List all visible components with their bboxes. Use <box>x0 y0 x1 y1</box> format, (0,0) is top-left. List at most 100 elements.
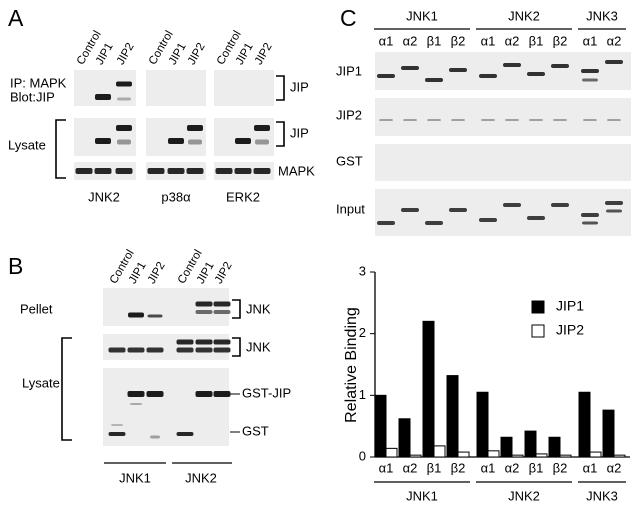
right-label: JIP <box>290 79 309 94</box>
band <box>150 435 160 439</box>
band <box>195 301 213 307</box>
band <box>481 119 495 121</box>
bar <box>559 454 572 458</box>
right-label: GST-JIP <box>242 385 291 400</box>
bar <box>446 375 459 458</box>
bracket <box>61 337 72 441</box>
bar <box>535 453 548 458</box>
right-label: GST <box>242 423 269 438</box>
band <box>146 347 164 353</box>
band <box>116 81 132 87</box>
band <box>176 339 194 345</box>
row-label: Blot:JIP <box>10 89 55 104</box>
band <box>449 208 467 212</box>
band <box>111 424 123 426</box>
bracket <box>232 299 241 319</box>
band <box>128 312 144 318</box>
legend-swatch <box>531 324 545 338</box>
lane-label: JIP2 <box>146 260 168 286</box>
panel-letter: B <box>8 253 23 279</box>
band <box>195 310 213 314</box>
band <box>176 347 194 353</box>
band <box>235 138 251 144</box>
band <box>115 168 133 174</box>
x-tick-label: α2 <box>505 460 520 475</box>
band <box>403 119 417 121</box>
row-label: Lysate <box>8 137 46 152</box>
band <box>254 125 270 131</box>
column-label: β2 <box>451 33 466 48</box>
band <box>213 310 231 314</box>
blot <box>375 144 631 181</box>
band <box>425 78 443 82</box>
band <box>188 139 202 145</box>
row-label: JIP2 <box>336 107 362 122</box>
bar <box>511 454 524 458</box>
bar <box>602 409 615 458</box>
column-label: α1 <box>583 33 598 48</box>
band <box>146 391 164 397</box>
y-tick-label: 1 <box>359 387 366 402</box>
band <box>425 221 443 225</box>
group-label: JNK1 <box>406 8 438 23</box>
kinase-label: ERK2 <box>226 189 260 204</box>
x-tick-label: α1 <box>583 460 598 475</box>
blot <box>146 70 206 106</box>
band <box>213 391 231 397</box>
band <box>130 403 142 405</box>
bar <box>524 430 537 458</box>
bar <box>476 391 489 458</box>
band <box>479 74 497 78</box>
lane-label: JIP2 <box>186 41 208 67</box>
bar <box>385 447 398 458</box>
band <box>234 168 252 174</box>
band <box>582 221 598 225</box>
band <box>213 339 231 345</box>
bar <box>613 454 626 458</box>
band <box>607 119 621 121</box>
band <box>147 168 165 174</box>
bar <box>409 454 422 458</box>
y-tick-label: 0 <box>359 448 366 463</box>
right-label: MAPK <box>278 163 315 178</box>
x-tick-label: β2 <box>451 460 466 475</box>
band <box>195 339 213 345</box>
lane-label: JIP1 <box>167 41 189 67</box>
band <box>75 168 93 174</box>
band <box>255 139 269 145</box>
row-label: Input <box>336 201 365 216</box>
bracket <box>55 119 66 179</box>
y-tick-label: 2 <box>359 325 366 340</box>
band <box>606 209 622 213</box>
kinase-label: p38α <box>161 189 191 204</box>
bar <box>500 436 513 458</box>
bar <box>374 394 387 458</box>
bar <box>487 450 500 458</box>
band <box>116 125 132 131</box>
right-label: JNK <box>246 339 271 354</box>
group-label: JNK2 <box>508 488 540 503</box>
band <box>253 168 271 174</box>
row-label: JIP1 <box>336 63 362 78</box>
blot <box>214 118 274 156</box>
bar <box>433 445 446 458</box>
band <box>379 119 393 121</box>
column-label: α1 <box>379 33 394 48</box>
band <box>117 97 131 101</box>
band <box>449 68 467 72</box>
group-label: JNK3 <box>586 8 618 23</box>
x-tick-label: α2 <box>607 460 622 475</box>
group-label: JNK1 <box>406 488 438 503</box>
band <box>147 314 163 318</box>
band <box>108 432 126 436</box>
band <box>213 347 231 353</box>
bar <box>578 391 591 458</box>
band <box>401 66 419 70</box>
x-tick-label: α1 <box>481 460 496 475</box>
band <box>583 119 597 121</box>
y-axis-label: Relative Binding <box>343 307 360 423</box>
kinase-label: JNK2 <box>88 189 120 204</box>
lane-label: JIP2 <box>253 41 275 67</box>
